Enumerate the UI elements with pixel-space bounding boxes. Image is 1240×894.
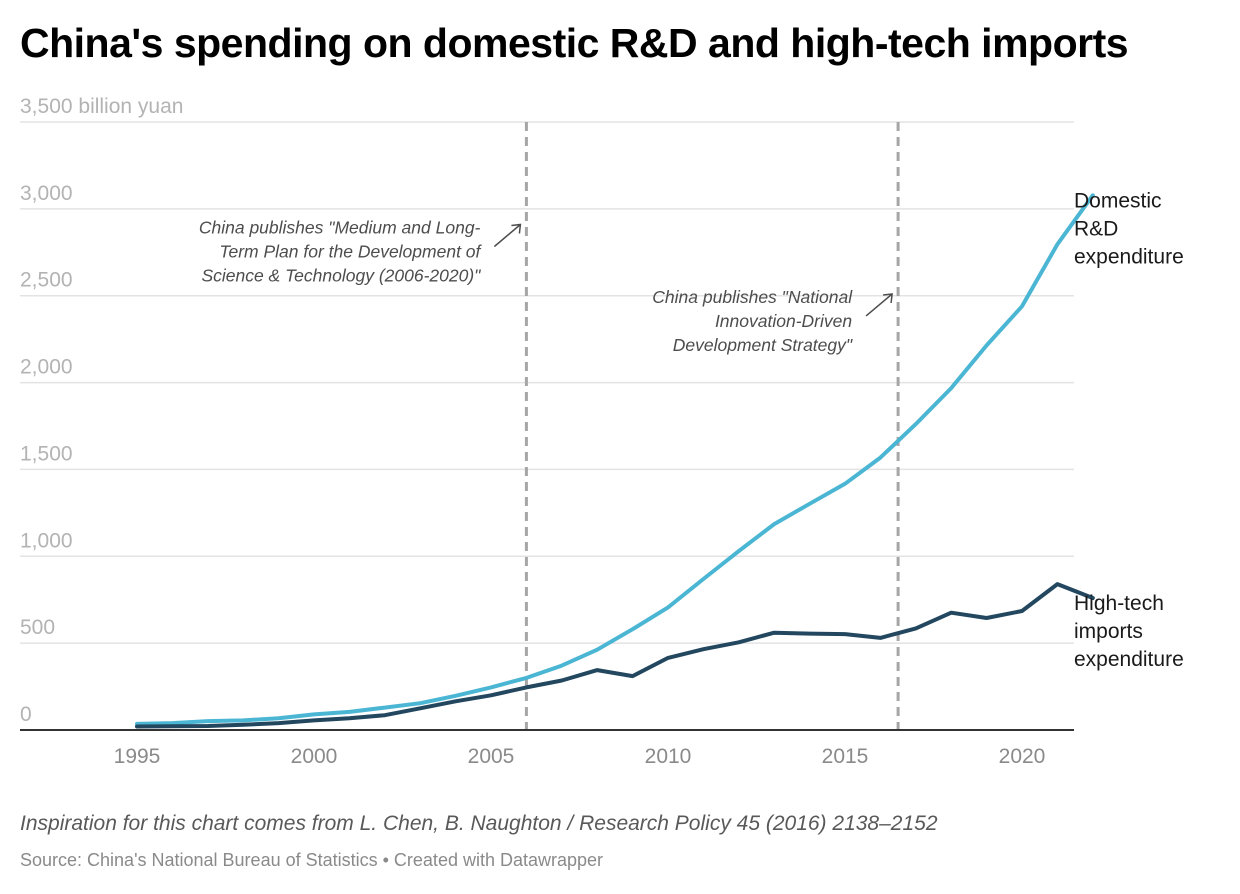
data-point xyxy=(170,724,174,728)
series-lines xyxy=(135,193,1095,729)
data-point xyxy=(949,386,953,390)
data-point xyxy=(666,605,670,609)
annotation-text-line: Development Strategy" xyxy=(673,335,853,355)
data-point xyxy=(454,699,458,703)
chart-source: Source: China's National Bureau of Stati… xyxy=(20,850,604,870)
x-tick-label: 2015 xyxy=(822,745,869,768)
data-point xyxy=(383,706,387,710)
reference-lines xyxy=(524,122,900,730)
y-tick-label: 3,500 billion yuan xyxy=(20,95,183,118)
data-point xyxy=(1020,609,1024,613)
annotation-text-line: Innovation-Driven xyxy=(715,311,852,331)
data-point xyxy=(808,632,812,636)
data-point xyxy=(808,502,812,506)
data-point xyxy=(489,693,493,697)
data-point xyxy=(701,647,705,651)
data-point xyxy=(560,664,564,668)
annotation-arrow xyxy=(493,223,521,248)
data-point xyxy=(914,422,918,426)
annotation-arrowhead xyxy=(511,223,522,234)
data-point xyxy=(277,716,281,720)
y-tick-label: 500 xyxy=(20,616,55,639)
domestic-rd-line xyxy=(135,193,1095,726)
x-tick-label: 2005 xyxy=(468,745,515,768)
data-point xyxy=(737,549,741,553)
data-point xyxy=(701,577,705,581)
data-point xyxy=(666,656,670,660)
y-tick-label: 3,000 xyxy=(20,182,73,205)
data-point xyxy=(843,632,847,636)
data-point xyxy=(560,679,564,683)
data-point xyxy=(206,724,210,728)
series-label: R&D xyxy=(1074,217,1118,240)
data-point xyxy=(1055,242,1059,246)
data-point xyxy=(489,685,493,689)
data-point xyxy=(631,627,635,631)
x-tick-label: 1995 xyxy=(114,745,161,768)
data-point xyxy=(914,626,918,630)
series-label: High-tech xyxy=(1074,592,1164,615)
data-point xyxy=(595,668,599,672)
x-tick-label: 2010 xyxy=(645,745,692,768)
y-tick-label: 2,000 xyxy=(20,356,73,379)
data-point xyxy=(1055,582,1059,586)
data-point xyxy=(277,721,281,725)
data-point xyxy=(985,616,989,620)
data-point xyxy=(631,674,635,678)
annotation-arrowhead xyxy=(883,293,893,304)
gridlines xyxy=(20,121,1074,644)
hightech-imports-line xyxy=(135,582,1095,729)
data-point xyxy=(878,636,882,640)
y-tick-label: 0 xyxy=(20,703,32,726)
data-point xyxy=(985,343,989,347)
data-point xyxy=(772,522,776,526)
data-point xyxy=(312,712,316,716)
y-tick-label: 1,000 xyxy=(20,529,73,552)
annotation-text-line: China publishes "Medium and Long- xyxy=(199,217,481,237)
data-point xyxy=(949,611,953,615)
annotation-text-line: Science & Technology (2006-2020)" xyxy=(201,265,481,285)
series-label: expenditure xyxy=(1074,648,1184,671)
series-label: Domestic xyxy=(1074,189,1162,212)
data-point xyxy=(312,718,316,722)
y-tick-label: 2,500 xyxy=(20,269,73,292)
data-point xyxy=(737,640,741,644)
annotation-text-line: Term Plan for the Development of xyxy=(219,241,482,261)
chart-title: China's spending on domestic R&D and hig… xyxy=(20,20,1129,66)
chart-inspiration-note: Inspiration for this chart comes from L.… xyxy=(20,812,938,835)
data-point xyxy=(347,710,351,714)
data-point xyxy=(524,685,528,689)
annotation-arrow xyxy=(865,293,893,317)
data-point xyxy=(1020,304,1024,308)
series-label: imports xyxy=(1074,620,1143,643)
data-point xyxy=(595,648,599,652)
data-point xyxy=(418,706,422,710)
data-point xyxy=(383,713,387,717)
data-point xyxy=(843,482,847,486)
data-point xyxy=(347,716,351,720)
data-point xyxy=(418,701,422,705)
data-point xyxy=(241,718,245,722)
x-tick-label: 2000 xyxy=(291,745,338,768)
annotation-text-line: China publishes "National xyxy=(652,287,853,307)
x-tick-label: 2020 xyxy=(999,745,1046,768)
data-point xyxy=(135,725,139,729)
data-point xyxy=(772,631,776,635)
data-point xyxy=(241,723,245,727)
labels: 0 500 1,000 1,500 2,000 2,500 3,000 3,500 billi… xyxy=(20,95,1184,768)
data-point xyxy=(878,456,882,460)
y-tick-label: 1,500 xyxy=(20,442,73,465)
data-point xyxy=(454,694,458,698)
data-point xyxy=(206,719,210,723)
series-label: expenditure xyxy=(1074,245,1184,268)
data-point xyxy=(524,676,528,680)
